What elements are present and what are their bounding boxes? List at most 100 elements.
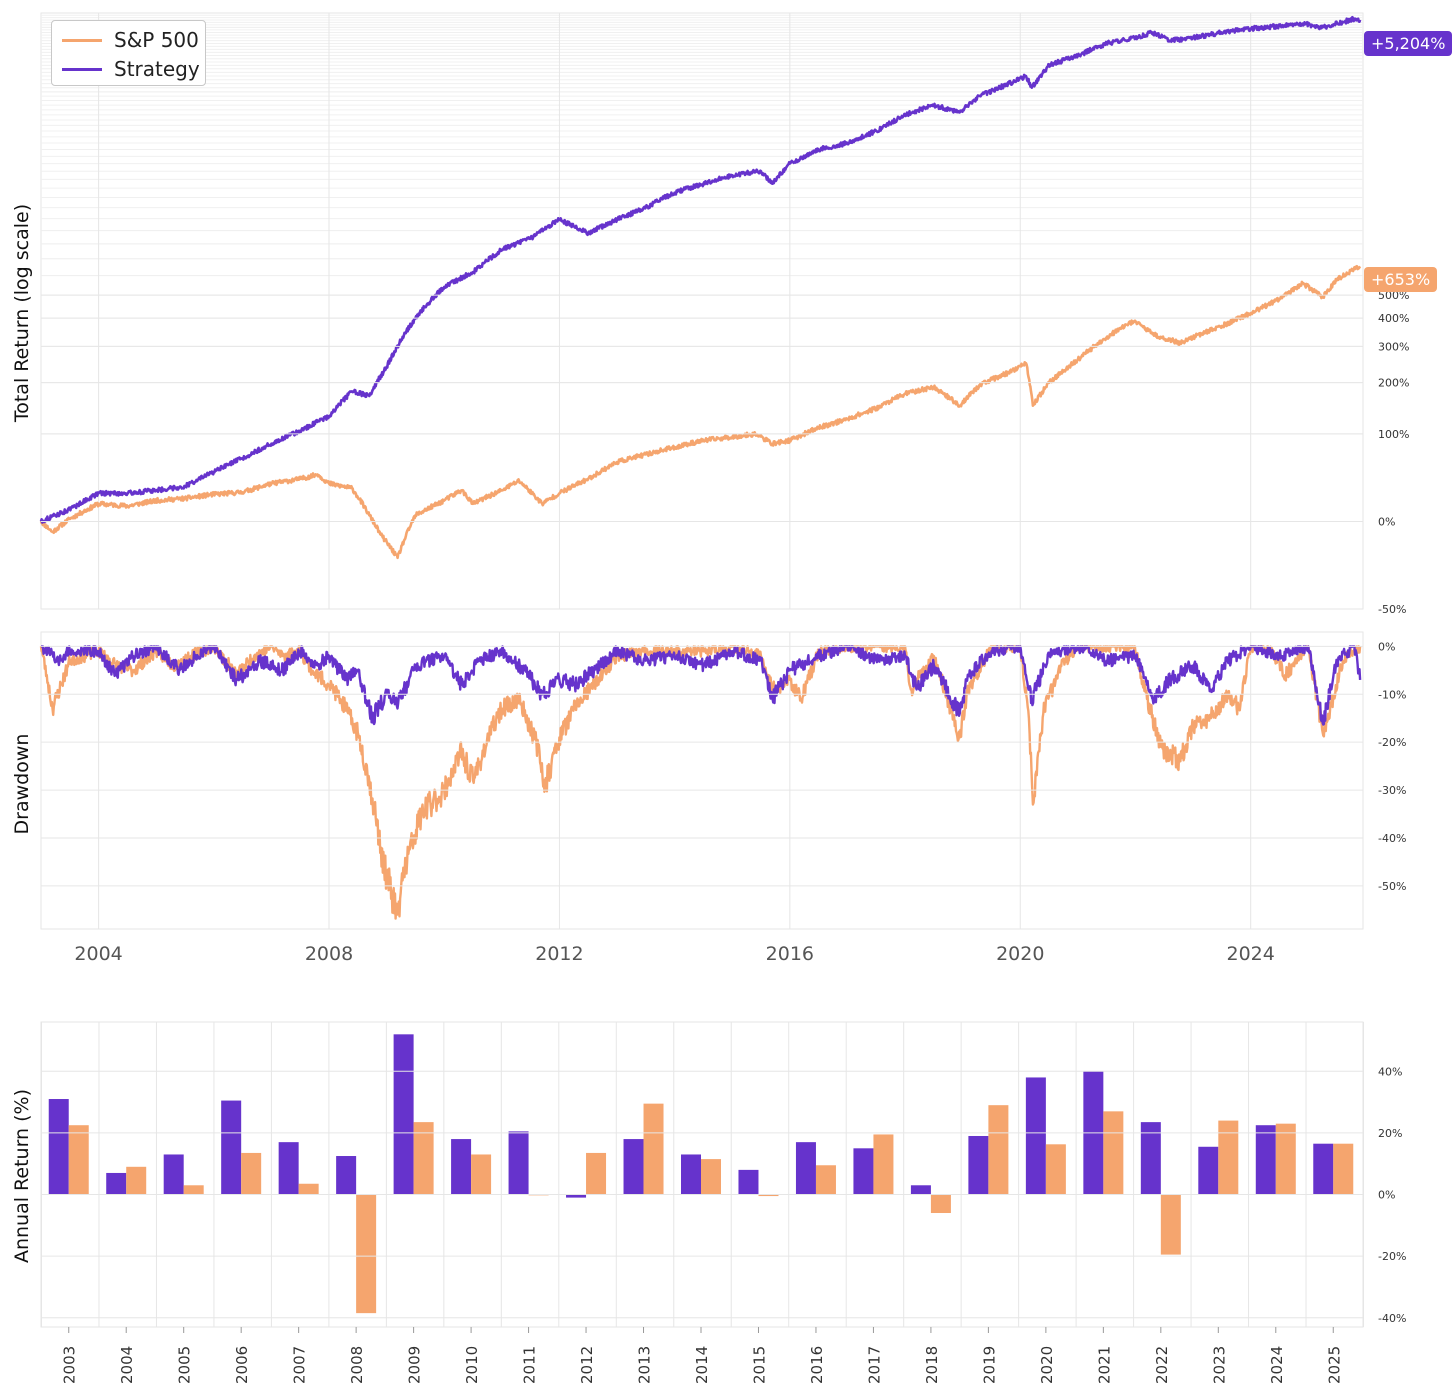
year-tick-label-2006: 2006 [233, 1346, 251, 1384]
year-axis-tick-label: 2004 [74, 943, 122, 965]
bar-s-p-500-2015 [758, 1194, 779, 1197]
total-return-series-s-p-500 [39, 264, 1362, 560]
year-tick-label-2008: 2008 [348, 1346, 366, 1384]
legend-item-strategy: Strategy [62, 55, 200, 83]
bar-strategy-2007 [278, 1142, 299, 1195]
drawdown-ylabel: Drawdown [11, 734, 33, 835]
annual-return-ytick-label: -20% [1378, 1250, 1406, 1263]
bar-s-p-500-2020 [1045, 1144, 1066, 1195]
annual-return-ytick-label: -40% [1378, 1312, 1406, 1325]
legend-swatch-strategy [62, 67, 102, 71]
bar-strategy-2017 [853, 1148, 874, 1195]
bar-s-p-500-2009 [413, 1122, 434, 1195]
annual-return-y-ticks: -40% -20% 0% 20% 40% [41, 1065, 1406, 1325]
drawdown-series-strategy [40, 645, 1362, 726]
bar-s-p-500-2018 [930, 1194, 951, 1214]
drawdown-frame [40, 631, 1364, 930]
bar-strategy-2018 [910, 1185, 931, 1195]
annual-return-grid [40, 1021, 1364, 1328]
bar-strategy-2006 [221, 1100, 242, 1195]
sp500-end-label: +653% [1364, 267, 1438, 292]
bar-strategy-2011 [508, 1131, 529, 1195]
year-tick-label-2020: 2020 [1038, 1346, 1056, 1384]
bar-s-p-500-2012 [586, 1152, 607, 1195]
bar-s-p-500-2008 [356, 1194, 377, 1314]
year-tick-label-2018: 2018 [923, 1346, 941, 1384]
drawdown-ytick-label: -10% [1378, 688, 1406, 701]
bar-strategy-2016 [795, 1142, 816, 1195]
bar-strategy-2022 [1140, 1122, 1161, 1195]
annual-return-ytick-label: 0% [1378, 1189, 1395, 1202]
annual-return-ytick-label: 40% [1378, 1065, 1402, 1078]
bar-s-p-500-2021 [1103, 1111, 1124, 1195]
legend: S&P 500 Strategy [51, 20, 206, 86]
drawdown-ytick-label: 0% [1378, 640, 1395, 653]
total-return-ytick-label: 200% [1378, 377, 1409, 390]
bar-strategy-2023 [1198, 1146, 1219, 1195]
bar-s-p-500-2016 [815, 1165, 836, 1195]
year-tick-label-2022: 2022 [1153, 1346, 1171, 1384]
bar-strategy-2003 [48, 1099, 69, 1195]
year-tick-label-2004: 2004 [118, 1346, 136, 1384]
legend-swatch-sp500 [62, 38, 102, 42]
year-tick-label-2009: 2009 [406, 1346, 424, 1384]
bar-strategy-2014 [681, 1154, 701, 1195]
bar-s-p-500-2014 [701, 1159, 721, 1195]
total-return-frame [40, 12, 1364, 610]
total-return-ylabel: Total Return (log scale) [11, 204, 33, 423]
total-return-ytick-label: 300% [1378, 340, 1409, 353]
bar-s-p-500-2004 [126, 1166, 147, 1195]
drawdown-x-ticks: 2004 2008 2012 2016 2020 2024 [74, 943, 1274, 965]
bar-strategy-2004 [106, 1172, 127, 1195]
year-axis-tick-label: 2020 [996, 943, 1044, 965]
total-return-lines [39, 15, 1362, 560]
year-tick-label-2011: 2011 [521, 1346, 539, 1384]
legend-label-strategy: Strategy [114, 57, 200, 81]
drawdown-ytick-label: -30% [1378, 784, 1406, 797]
annual-return-ylabel: Annual Return (%) [11, 1089, 33, 1263]
bar-strategy-2025 [1313, 1143, 1334, 1195]
bar-strategy-2020 [1025, 1077, 1046, 1195]
year-tick-label-2012: 2012 [578, 1346, 596, 1384]
year-tick-label-2025: 2025 [1325, 1346, 1343, 1384]
bar-strategy-2009 [393, 1034, 414, 1195]
total-return-ytick-label: 400% [1378, 312, 1409, 325]
drawdown-ytick-label: -50% [1378, 880, 1406, 893]
year-tick-label-2014: 2014 [693, 1346, 711, 1384]
bar-strategy-2015 [738, 1169, 759, 1195]
year-axis-tick-label: 2016 [766, 943, 814, 965]
legend-item-sp500: S&P 500 [62, 26, 199, 54]
total-return-ytick-label: 0% [1378, 515, 1395, 528]
bar-strategy-2019 [968, 1135, 989, 1195]
bar-s-p-500-2007 [298, 1183, 319, 1195]
bar-s-p-500-2022 [1160, 1194, 1181, 1255]
bar-s-p-500-2017 [873, 1134, 894, 1195]
year-tick-label-2003: 2003 [61, 1346, 79, 1384]
year-tick-label-2016: 2016 [808, 1346, 826, 1384]
total-return-ytick-label: 500% [1378, 289, 1409, 302]
drawdown-ytick-label: -40% [1378, 832, 1406, 845]
year-tick-label-2021: 2021 [1095, 1346, 1113, 1384]
year-tick-label-2024: 2024 [1268, 1346, 1286, 1384]
total-return-ytick-label: -50% [1378, 603, 1406, 616]
strategy-end-label: +5,204% [1364, 31, 1453, 56]
total-return-y-ticks: -50% 0% 100% 200% 300% 400% 500% [41, 289, 1409, 616]
bar-s-p-500-2010 [471, 1154, 492, 1195]
drawdown-series-s-p-500 [39, 645, 1362, 920]
total-return-ytick-label: 100% [1378, 428, 1409, 441]
bar-strategy-2024 [1255, 1125, 1276, 1195]
bar-strategy-2013 [623, 1139, 644, 1195]
bar-strategy-2008 [336, 1156, 357, 1195]
year-tick-label-2013: 2013 [636, 1346, 654, 1384]
total-return-series-strategy [39, 15, 1362, 524]
bar-s-p-500-2013 [643, 1103, 664, 1195]
year-axis-tick-label: 2012 [535, 943, 583, 965]
total-return-grid [40, 12, 1364, 610]
bar-strategy-2005 [163, 1154, 184, 1195]
year-tick-label-2017: 2017 [865, 1346, 883, 1384]
year-tick-label-2019: 2019 [980, 1346, 998, 1384]
year-tick-label-2023: 2023 [1210, 1346, 1228, 1384]
year-axis-tick-label: 2024 [1226, 943, 1274, 965]
bar-strategy-2012 [566, 1194, 587, 1198]
